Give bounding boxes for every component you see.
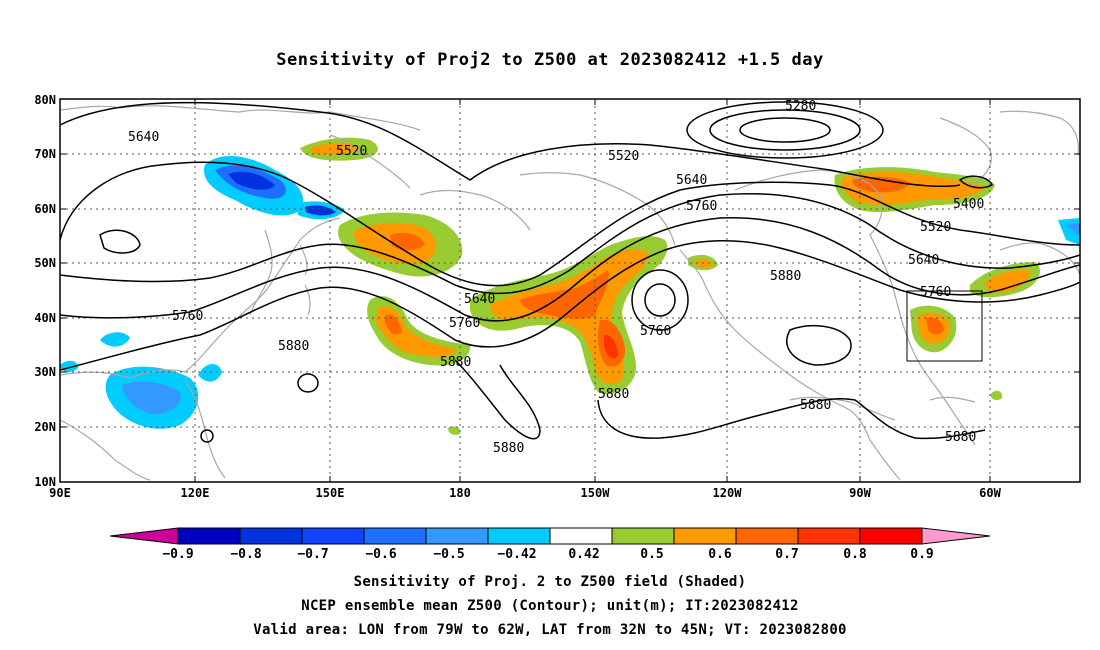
colorbar-box: [859, 527, 923, 545]
colorbar-label: −0.42: [497, 547, 536, 562]
colorbar-label: −0.6: [365, 547, 396, 562]
contour-label: 5760: [686, 199, 717, 214]
contour-labels: 5280 5640 5520 5520 5640 5760 5400 5520 …: [128, 99, 984, 456]
longitude-labels: 90E 120E 150E 180 150W 120W 90W 60W: [49, 486, 1001, 500]
colorbar: −0.9 −0.8 −0.7 −0.6 −0.5 −0.42 0.42 0.5 …: [109, 527, 991, 562]
lon-label: 60W: [979, 486, 1001, 500]
colorbar-box: [611, 527, 675, 545]
colorbar-labels: −0.9 −0.8 −0.7 −0.6 −0.5 −0.42 0.42 0.5 …: [162, 547, 933, 562]
colorbar-box: [797, 527, 861, 545]
colorbar-low-extend: [109, 527, 179, 545]
lat-label: 40N: [34, 311, 56, 325]
contour-label: 5880: [493, 441, 524, 456]
contour-label: 5880: [945, 430, 976, 445]
colorbar-label: 0.9: [910, 547, 933, 562]
contour-label: 5880: [800, 398, 831, 413]
contour-label: 5520: [608, 149, 639, 164]
axis-ticks: [60, 99, 1080, 482]
colorbar-box: [177, 527, 241, 545]
lat-label: 20N: [34, 420, 56, 434]
coastlines: [59, 105, 1081, 481]
contour-label: 5400: [953, 197, 984, 212]
colorbar-box: [239, 527, 303, 545]
lon-label: 90W: [849, 486, 871, 500]
colorbar-label: −0.5: [433, 547, 464, 562]
colorbar-label: 0.5: [640, 547, 663, 562]
lat-label: 60N: [34, 202, 56, 216]
colorbar-label: 0.7: [775, 547, 798, 562]
colorbar-box: [301, 527, 365, 545]
lon-label: 90E: [49, 486, 71, 500]
valid-area-box: [906, 290, 983, 362]
latitude-labels: 80N 70N 60N 50N 40N 30N 20N 10N: [34, 93, 56, 489]
colorbar-label: 0.8: [843, 547, 867, 562]
lat-label: 30N: [34, 365, 56, 379]
colorbar-label: −0.9: [162, 547, 193, 562]
footer-line-1: Sensitivity of Proj. 2 to Z500 field (Sh…: [353, 574, 747, 590]
contour-label: 5520: [336, 144, 367, 159]
lon-label: 150E: [316, 486, 345, 500]
colorbar-label: 0.6: [708, 547, 732, 562]
colorbar-label: −0.8: [230, 547, 261, 562]
map-frame: [59, 98, 1081, 483]
colorbar-label: −0.7: [297, 547, 328, 562]
colorbar-box: [735, 527, 799, 545]
grid: [60, 100, 1080, 482]
colorbar-box: [673, 527, 737, 545]
lat-label: 80N: [34, 93, 56, 107]
lat-label: 70N: [34, 147, 56, 161]
lon-label: 150W: [581, 486, 611, 500]
contour-label: 5640: [676, 173, 707, 188]
contour-label: 5640: [908, 253, 939, 268]
footer-line-2: NCEP ensemble mean Z500 (Contour); unit(…: [301, 598, 799, 614]
lat-label: 50N: [34, 256, 56, 270]
colorbar-box: [487, 527, 551, 545]
colorbar-box: [549, 527, 613, 545]
colorbar-box: [425, 527, 489, 545]
contour-label: 5760: [920, 285, 951, 300]
lon-label: 120W: [713, 486, 743, 500]
colorbar-label: 0.42: [568, 547, 599, 562]
contour-label: 5640: [464, 292, 495, 307]
contour-label: 5760: [640, 324, 671, 339]
lat-label: 10N: [34, 475, 56, 489]
lon-label: 180: [449, 486, 471, 500]
contour-label: 5880: [598, 387, 629, 402]
lon-label: 120E: [181, 486, 210, 500]
z500-contours: [59, 101, 1081, 443]
contour-label: 5880: [440, 355, 471, 370]
colorbar-high-extend: [921, 527, 991, 545]
chart-title: Sensitivity of Proj2 to Z500 at 20230824…: [276, 50, 824, 70]
contour-label: 5280: [785, 99, 816, 114]
contour-label: 5760: [172, 309, 203, 324]
contour-label: 5520: [920, 220, 951, 235]
colorbar-boxes: [177, 527, 923, 545]
contour-label: 5640: [128, 130, 159, 145]
contour-label: 5760: [449, 316, 480, 331]
contour-label: 5880: [278, 339, 309, 354]
footer-line-3: Valid area: LON from 79W to 62W, LAT fro…: [253, 622, 847, 638]
contour-label: 5880: [770, 269, 801, 284]
colorbar-box: [363, 527, 427, 545]
